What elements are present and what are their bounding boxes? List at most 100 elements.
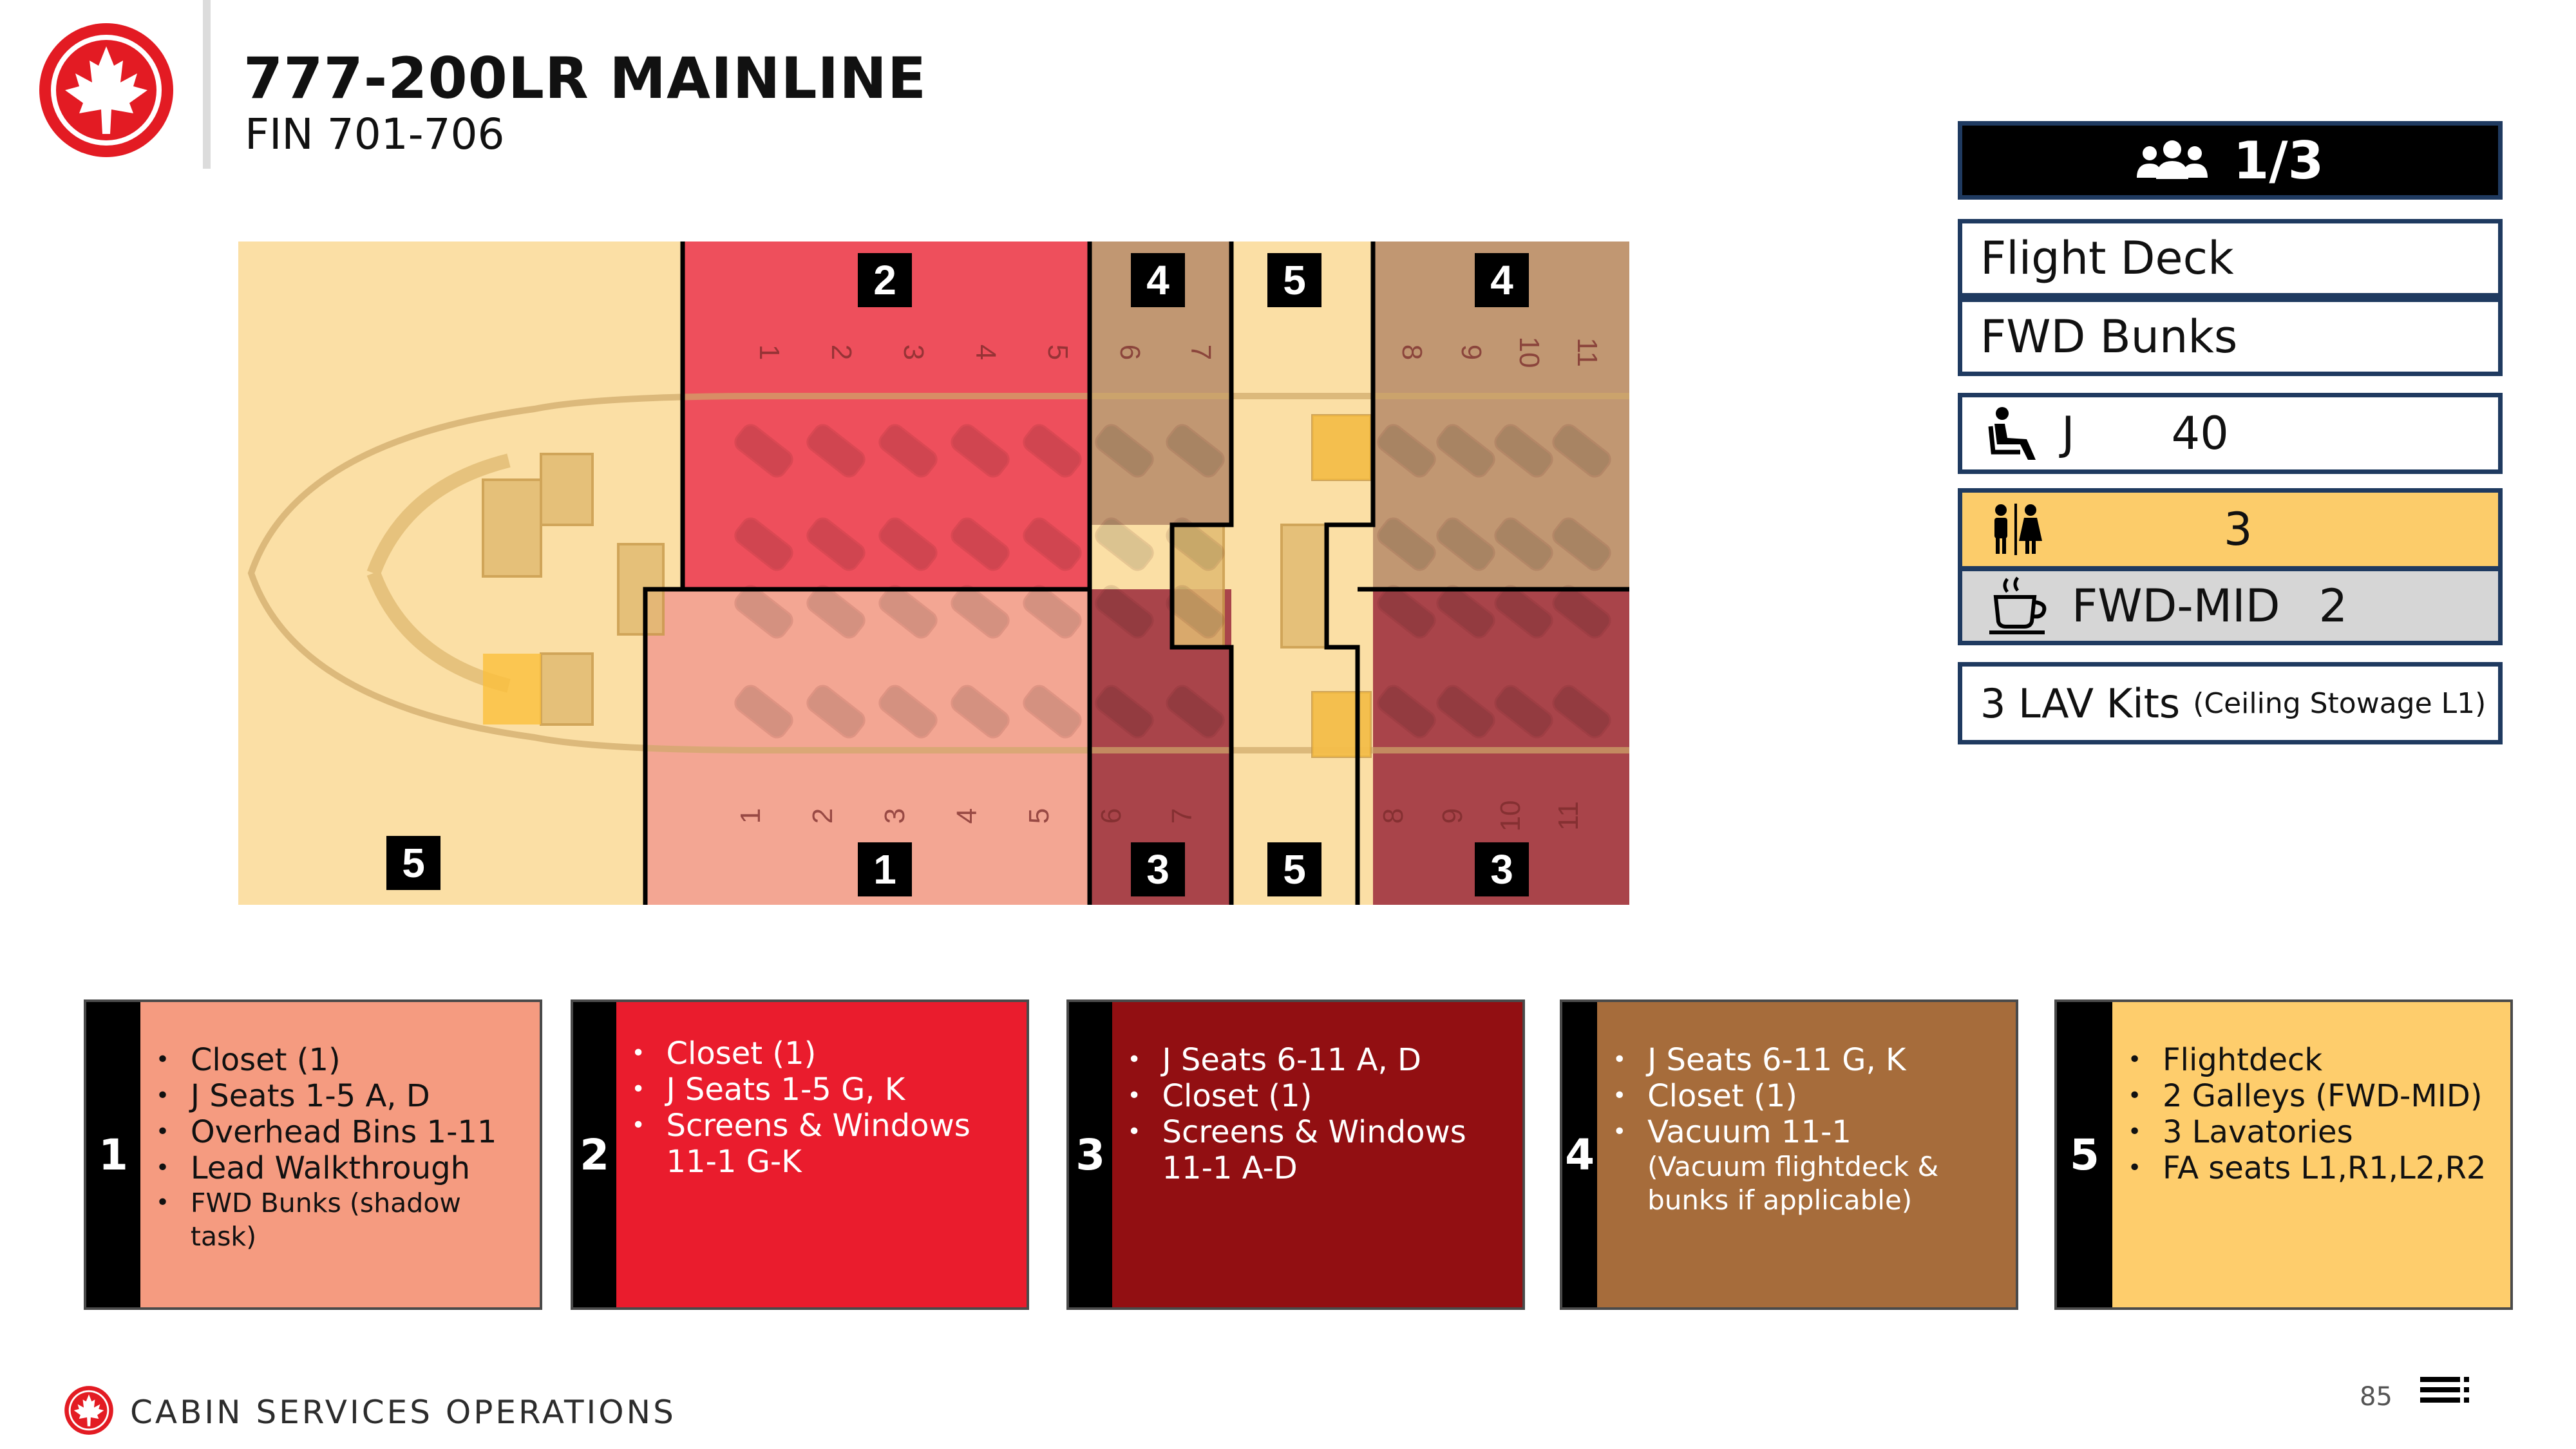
seat-pod	[878, 585, 938, 639]
lav-kits-label: 3 LAV Kits	[1980, 679, 2181, 727]
lav-kits-note: (Ceiling Stowage L1)	[2193, 687, 2486, 720]
zone-label-text: 3	[1146, 846, 1170, 893]
zone-label-text: 4	[1490, 257, 1513, 303]
zone-card-1: 1 Closet (1) J Seats 1-5 A, D Overhead B…	[84, 999, 542, 1310]
row-number-top: 6	[1114, 345, 1146, 360]
row-number-bottom: 9	[1437, 808, 1468, 824]
seat-pod	[1095, 585, 1154, 639]
zone-number: 1	[86, 1002, 140, 1307]
zone-task: J Seats 6-11 G, K	[1613, 1042, 2003, 1078]
zone-labels: 2 4 5 4 5 1 3 5 3	[386, 253, 1529, 896]
zone-task: Closet (1)	[1128, 1078, 1510, 1114]
row-number-top: 4	[970, 345, 1001, 360]
row-number-top: 10	[1513, 337, 1545, 368]
seat-pod	[1552, 517, 1611, 571]
seat-pod	[1023, 685, 1082, 739]
zone-number: 3	[1069, 1002, 1112, 1307]
seat-pod	[806, 585, 866, 639]
page-subtitle: FIN 701-706	[245, 109, 505, 159]
zone-task-list: J Seats 6-11 G, K Closet (1) Vacuum 11-1…	[1597, 1002, 2016, 1307]
zone-label-5: 5	[1267, 253, 1321, 307]
row-number-bottom: 8	[1378, 808, 1409, 824]
zone-label-box	[1475, 253, 1529, 307]
seat-pod	[1436, 685, 1495, 739]
zone-label-text: 2	[873, 257, 896, 303]
zone-task: Screens & Windows 11-1 G-K	[632, 1108, 1014, 1180]
seat-pod	[878, 685, 938, 739]
zone-label-box	[1131, 253, 1185, 307]
row-number-top: 2	[826, 345, 857, 360]
seat-pod	[734, 585, 793, 639]
galley-label: FWD-MID	[2072, 580, 2280, 632]
zone-label-box	[1475, 842, 1529, 896]
row-number-top: 7	[1185, 345, 1217, 360]
seat-pod	[1023, 585, 1082, 639]
seat-pod	[1377, 685, 1436, 739]
lavatory-fwd	[483, 654, 541, 724]
zone-task: Flightdeck	[2128, 1042, 2486, 1078]
row-number-top: 11	[1571, 337, 1603, 367]
seat-pod	[1494, 424, 1553, 478]
seat-map: 1 2 3 4 5 6 7 8 9 10 111 2 3 4 5 6 7 8 9 10 11 2 4 5 451 35 3	[238, 242, 1629, 905]
zone-task-note: (Vacuum flightdeck & bunks if applicable…	[1647, 1151, 1939, 1216]
seat-pod	[806, 685, 866, 739]
seat-pod	[1494, 517, 1553, 571]
page-title: 777-200LR MAINLINE	[243, 45, 927, 111]
zone-label-box	[386, 836, 440, 890]
restroom-icon	[1994, 504, 2042, 555]
seat-pod	[734, 517, 793, 571]
row-number-top: 9	[1455, 345, 1487, 360]
row-number-bottom: 3	[879, 808, 911, 824]
zone-label-box	[1131, 842, 1185, 896]
zone-task: Closet (1)	[632, 1036, 1014, 1072]
seat-count: 40	[2171, 407, 2229, 460]
seat-pod	[951, 685, 1010, 739]
seat-pod	[734, 685, 793, 739]
lavatory-mid-bottom	[1312, 692, 1370, 757]
row-numbers: 1 2 3 4 5 6 7 8 9 10 111 2 3 4 5 6 7 8 9 10 11	[735, 337, 1603, 832]
air-canada-logo	[39, 23, 173, 157]
zone-label-text: 4	[1146, 257, 1170, 303]
zone-number: 2	[573, 1002, 616, 1307]
lavatory-count: 3	[2224, 503, 2253, 556]
seat-pod	[1095, 517, 1154, 571]
zone-task: J Seats 1-5 A, D	[156, 1078, 527, 1114]
seat-pod	[1436, 424, 1495, 478]
row-number-top: 1	[753, 345, 785, 360]
fuselage-outline	[247, 393, 1629, 753]
seat-pod	[1552, 585, 1611, 639]
lavatory-box: 3	[1958, 488, 2503, 571]
zone-task: Vacuum 11-1(Vacuum flightdeck & bunks if…	[1613, 1114, 2003, 1217]
seat-pod	[1023, 424, 1082, 478]
zone-card-5: 5 Flightdeck 2 Galleys (FWD-MID) 3 Lavat…	[2054, 999, 2513, 1310]
crew-ratio: 1/3	[2233, 130, 2324, 191]
zone-label-box	[1267, 253, 1321, 307]
lav-kits-box: 3 LAV Kits (Ceiling Stowage L1)	[1958, 662, 2503, 744]
seat-pod	[1436, 585, 1495, 639]
seats-box: J 40	[1958, 393, 2503, 474]
row-number-top: 3	[898, 345, 929, 360]
page-number: 85	[2360, 1382, 2392, 1412]
zone-label-3: 3	[1475, 842, 1529, 896]
zone-label-text: 5	[1283, 846, 1306, 893]
row-number-bottom: 1	[735, 808, 766, 824]
zone-number: 4	[1562, 1002, 1598, 1307]
fwd-bunks-label: FWD Bunks	[1958, 298, 2503, 376]
seat-pod	[1377, 424, 1436, 478]
zone-task-list: Closet (1) J Seats 1-5 G, K Screens & Wi…	[616, 1002, 1027, 1307]
menu-icon[interactable]	[2420, 1376, 2472, 1404]
zone-label-4: 4	[1475, 253, 1529, 307]
footer-label: CABIN SERVICES OPERATIONS	[130, 1394, 676, 1431]
zone-label-box	[858, 253, 912, 307]
seat-pod	[1494, 685, 1553, 739]
zone-task-list: Closet (1) J Seats 1-5 A, D Overhead Bin…	[140, 1002, 540, 1307]
seat-pod	[878, 517, 938, 571]
seat-icon	[1988, 407, 2036, 460]
zone-task: J Seats 1-5 G, K	[632, 1072, 1014, 1108]
zone-task: Closet (1)	[156, 1042, 527, 1078]
row-number-top: 5	[1042, 345, 1074, 360]
zone-label-1: 1	[858, 842, 912, 896]
seat-pod	[1166, 685, 1225, 739]
zone-card-3: 3 J Seats 6-11 A, D Closet (1) Screens &…	[1066, 999, 1525, 1310]
seat-pod	[806, 517, 866, 571]
